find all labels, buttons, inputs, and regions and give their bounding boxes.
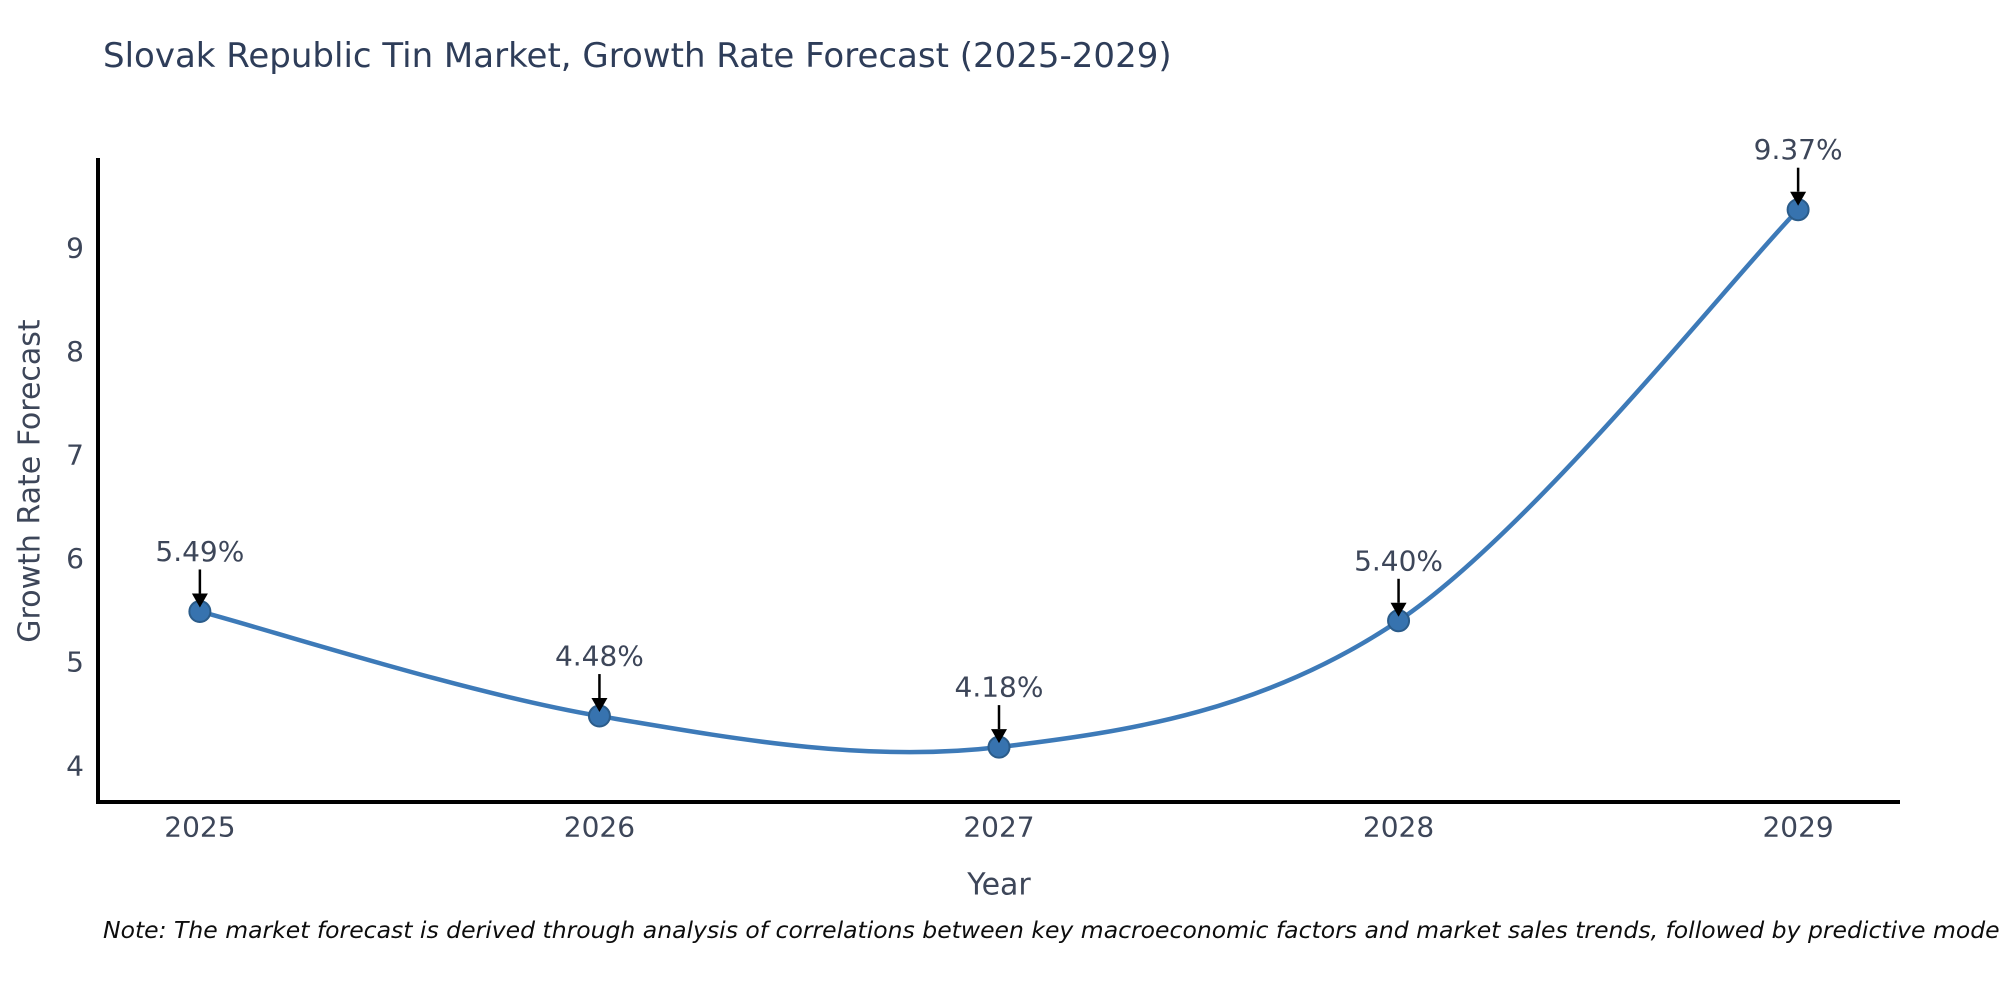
y-tick-label: 9 [66,232,84,265]
y-tick-label: 7 [66,439,84,472]
annotation-arrow-head-icon [591,698,608,713]
data-point-label: 9.37% [1754,133,1843,166]
chart-title: Slovak Republic Tin Market, Growth Rate … [103,36,1172,76]
y-axis-title: Growth Rate Forecast [13,319,48,643]
footnote: Note: The market forecast is derived thr… [103,916,2000,944]
y-tick-label: 4 [66,749,84,782]
data-point-label: 5.40% [1354,544,1443,577]
data-point-label: 4.48% [555,640,644,673]
data-point-label: 4.18% [955,671,1044,704]
forecast-line [197,207,1801,755]
x-tick-label: 2025 [164,811,235,844]
x-tick-label: 2027 [963,811,1034,844]
y-tick-label: 5 [66,646,84,679]
data-point-label: 5.49% [155,535,244,568]
annotation-arrow-head-icon [191,593,208,608]
y-tick-label: 6 [66,542,84,575]
x-tick-label: 2026 [564,811,635,844]
y-tick-label: 8 [66,335,84,368]
x-tick-label: 2029 [1762,811,1833,844]
annotation-arrow-head-icon [1390,602,1407,617]
annotation-arrow-head-icon [1790,191,1807,206]
x-tick-label: 2028 [1363,811,1434,844]
x-axis-title: Year [966,868,1031,903]
annotation-arrow-head-icon [991,729,1007,744]
